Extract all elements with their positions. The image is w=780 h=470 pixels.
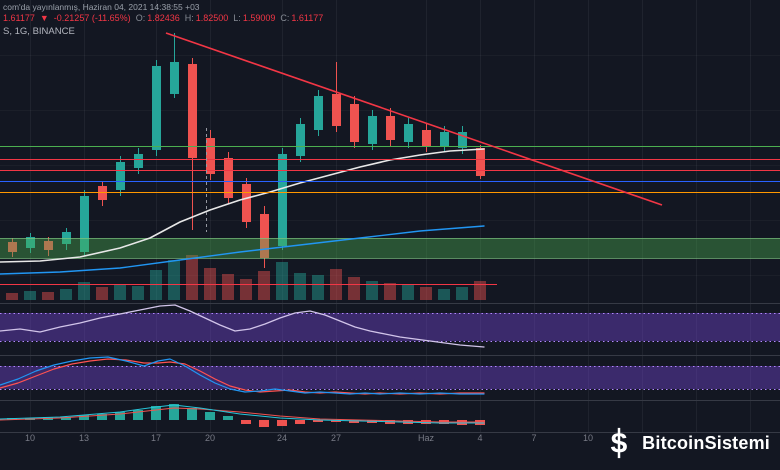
time-axis-label: 4 — [477, 433, 482, 443]
ohlc-row: 1.61177 ▼ -0.21257 (-11.65%) O: 1.82436 H… — [3, 13, 323, 24]
time-axis: 10 13 17 20 24 27 Haz 4 7 10 — [25, 433, 593, 443]
candles — [8, 33, 485, 268]
close-value: 1.61177 — [291, 13, 324, 24]
close-label: C: — [280, 13, 290, 24]
down-arrow-icon: ▼ — [39, 13, 49, 24]
macd-pane — [0, 404, 485, 427]
pane-separators — [0, 303, 780, 433]
open-label: O: — [135, 13, 146, 24]
close-pair: C: 1.61177 — [280, 13, 323, 24]
time-axis-label: 27 — [331, 433, 341, 443]
time-axis-label: 13 — [79, 433, 89, 443]
time-axis-label: 7 — [531, 433, 536, 443]
price-change: -0.21257 (-11.65%) — [53, 13, 131, 24]
open-pair: O: 1.82436 — [136, 13, 180, 24]
low-value: 1.59009 — [242, 13, 276, 24]
last-price: 1.61177 — [3, 13, 35, 24]
high-pair: H: 1.82500 — [185, 13, 229, 24]
logo-text: BitcoinSistemi — [642, 432, 770, 453]
high-label: H: — [184, 13, 194, 24]
time-axis-label: Haz — [418, 433, 435, 443]
support-zone — [0, 238, 780, 259]
ma-fast-line — [0, 148, 485, 263]
time-axis-label: 17 — [151, 433, 161, 443]
stoch-pane — [0, 356, 780, 395]
horizontal-level-lines — [0, 146, 780, 285]
publish-caption: com'da yayınlanmış, Haziran 04, 2021 14:… — [3, 2, 200, 12]
ma-slow-line — [0, 225, 485, 275]
time-axis-label: 20 — [205, 433, 215, 443]
time-axis-label: 10 — [583, 433, 593, 443]
open-value: 1.82436 — [147, 13, 180, 24]
low-label: L: — [233, 13, 241, 24]
low-pair: L: 1.59009 — [233, 13, 275, 24]
rsi-pane — [0, 304, 780, 348]
time-axis-label: 24 — [277, 433, 287, 443]
descending-trendline — [165, 32, 663, 206]
high-value: 1.82500 — [195, 13, 229, 24]
bitcoinsistemi-watermark: S BitcoinSistemi — [603, 427, 770, 459]
time-axis-label: 10 — [25, 433, 35, 443]
symbol-row: S, 1G, BINANCE — [3, 25, 75, 37]
bitcoinsistemi-icon: S — [610, 427, 628, 459]
svg-text:S: S — [610, 428, 628, 458]
chart-header: com'da yayınlanmış, Haziran 04, 2021 14:… — [3, 2, 323, 37]
